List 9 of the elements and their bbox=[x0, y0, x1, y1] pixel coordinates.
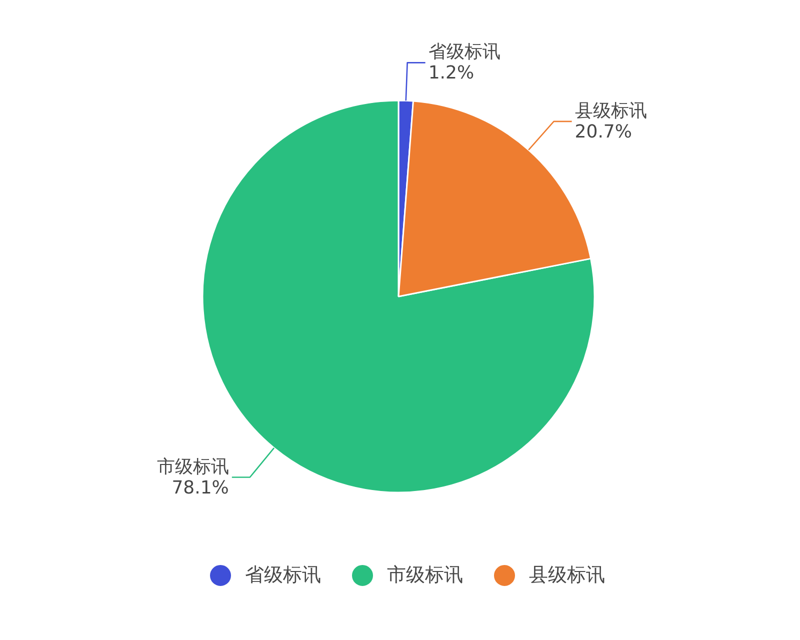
legend-label: 市级标讯 bbox=[387, 563, 463, 588]
data-label: 1.2% bbox=[428, 62, 474, 84]
legend-label: 县级标讯 bbox=[529, 563, 605, 588]
legend-label: 省级标讯 bbox=[245, 563, 321, 588]
slice-label: 县级标讯 bbox=[574, 100, 647, 122]
data-label: 78.1% bbox=[172, 477, 229, 498]
slice-label: 省级标讯 bbox=[428, 42, 500, 63]
slice-label: 市级标讯 bbox=[156, 456, 229, 478]
data-label: 20.7% bbox=[574, 121, 632, 142]
